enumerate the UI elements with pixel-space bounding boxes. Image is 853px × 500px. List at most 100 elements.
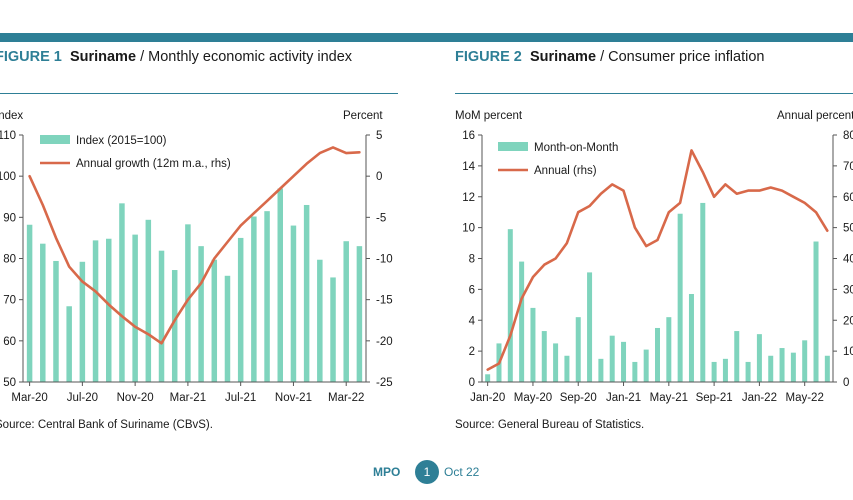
bar bbox=[198, 246, 204, 382]
series-line bbox=[28, 146, 361, 345]
x-tick-label: Mar-22 bbox=[328, 392, 364, 404]
right-tick-label: -10 bbox=[376, 254, 393, 266]
left-tick-label: 100 bbox=[0, 171, 16, 183]
bar bbox=[824, 355, 830, 382]
right-tick-label: 20 bbox=[843, 315, 853, 327]
bar bbox=[356, 246, 363, 382]
right-tick-label: -20 bbox=[376, 336, 393, 348]
x-tick-label: Jan-20 bbox=[470, 392, 505, 404]
figure2-subtitle: / Consumer price inflation bbox=[600, 49, 765, 65]
left-tick-label: 12 bbox=[462, 192, 475, 204]
legend-bar-label: Month-on-Month bbox=[534, 142, 618, 154]
bar bbox=[519, 261, 525, 382]
bar bbox=[632, 361, 638, 382]
figure1-rule bbox=[0, 93, 398, 94]
right-tick-label: 0 bbox=[376, 171, 382, 183]
bar bbox=[211, 259, 218, 382]
legend-bar-swatch bbox=[40, 135, 70, 144]
bar bbox=[553, 343, 559, 382]
bar bbox=[722, 358, 728, 382]
right-tick-label: 50 bbox=[843, 223, 853, 235]
bar bbox=[251, 216, 257, 382]
bar bbox=[485, 374, 491, 382]
bar bbox=[700, 202, 706, 382]
bar bbox=[575, 317, 581, 382]
right-tick-label: 10 bbox=[843, 346, 853, 358]
x-tick-label: Nov-21 bbox=[275, 392, 312, 404]
bar bbox=[688, 294, 694, 382]
x-tick-label: May-21 bbox=[650, 392, 688, 404]
left-tick-label: 90 bbox=[3, 212, 16, 224]
bar bbox=[802, 340, 808, 382]
bar bbox=[587, 272, 593, 382]
figure1-number: FIGURE 1 bbox=[0, 49, 62, 65]
x-tick-label: May-22 bbox=[786, 392, 824, 404]
left-tick-label: 8 bbox=[469, 254, 475, 266]
figure2-country: Suriname bbox=[529, 49, 597, 65]
figure1-left-unit: Index bbox=[0, 110, 24, 122]
figure2-rule bbox=[455, 93, 853, 94]
left-tick-label: 2 bbox=[469, 346, 475, 358]
bar bbox=[655, 327, 660, 382]
bar bbox=[40, 243, 46, 382]
bar bbox=[779, 348, 785, 382]
figure2-left-unit: MoM percent bbox=[455, 110, 523, 122]
bar bbox=[330, 277, 336, 382]
left-tick-label: 60 bbox=[3, 336, 16, 348]
right-tick-label: 60 bbox=[843, 192, 853, 204]
figure1-subtitle: / Monthly economic activity index bbox=[140, 49, 353, 65]
bar bbox=[303, 204, 310, 382]
legend-line-label: Annual (rhs) bbox=[534, 165, 597, 177]
bar bbox=[106, 238, 112, 382]
bar bbox=[171, 270, 178, 382]
figure2-source: Source: General Bureau of Statistics. bbox=[455, 419, 645, 431]
right-tick-label: 40 bbox=[843, 254, 853, 266]
right-tick-label: 80 bbox=[843, 130, 853, 142]
figure1-right-unit: Percent bbox=[343, 110, 383, 122]
bar bbox=[277, 188, 283, 382]
page-footer: MPO 1 Oct 22 bbox=[0, 460, 853, 484]
bar bbox=[158, 250, 165, 382]
x-tick-label: Jan-22 bbox=[742, 392, 777, 404]
bar bbox=[530, 307, 536, 382]
left-tick-label: 6 bbox=[469, 284, 475, 296]
bar bbox=[609, 335, 615, 382]
series-line bbox=[486, 149, 829, 371]
right-tick-label: 30 bbox=[843, 284, 853, 296]
bar bbox=[185, 224, 191, 382]
bar bbox=[643, 349, 649, 382]
right-tick-label: 0 bbox=[843, 377, 849, 389]
bar bbox=[666, 317, 672, 382]
legend-line-label: Annual growth (12m m.a., rhs) bbox=[76, 158, 231, 170]
bar bbox=[790, 352, 796, 382]
legend-bar-label: Index (2015=100) bbox=[76, 135, 167, 147]
bar bbox=[711, 361, 717, 382]
bar bbox=[53, 260, 59, 382]
figure2-title: FIGURE 2 Suriname / Consumer price infla… bbox=[455, 49, 764, 65]
page-number-badge: 1 bbox=[415, 460, 439, 484]
figure2-number: FIGURE 2 bbox=[455, 49, 522, 65]
right-tick-label: -15 bbox=[376, 295, 393, 307]
bar bbox=[224, 275, 231, 382]
bar bbox=[677, 213, 683, 382]
figure1-source: Source: Central Bank of Suriname (CBvS). bbox=[0, 419, 213, 431]
left-tick-label: 10 bbox=[462, 223, 475, 235]
bar bbox=[145, 219, 152, 382]
x-tick-label: Mar-21 bbox=[170, 392, 206, 404]
bar bbox=[119, 203, 125, 382]
top-accent-bar bbox=[0, 33, 853, 42]
legend-bar-swatch bbox=[498, 142, 528, 151]
x-tick-label: Jul-21 bbox=[225, 392, 256, 404]
bar bbox=[290, 225, 297, 382]
bar bbox=[92, 240, 99, 382]
x-tick-label: Sep-21 bbox=[696, 392, 733, 404]
bar bbox=[541, 331, 547, 382]
bar bbox=[734, 331, 740, 382]
right-tick-label: 5 bbox=[376, 130, 382, 142]
x-tick-label: Jan-21 bbox=[606, 392, 641, 404]
bar bbox=[66, 306, 72, 382]
bar bbox=[756, 334, 762, 382]
left-tick-label: 80 bbox=[3, 254, 16, 266]
